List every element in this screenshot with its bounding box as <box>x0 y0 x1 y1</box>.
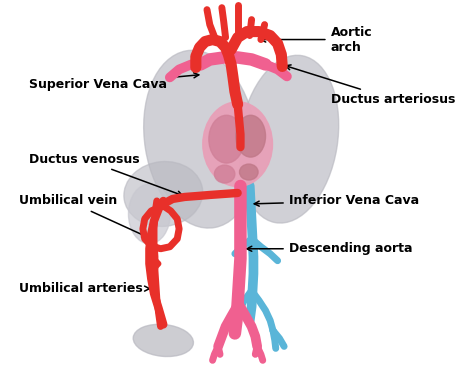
Text: Umbilical arteries: Umbilical arteries <box>19 282 150 295</box>
Ellipse shape <box>128 184 170 244</box>
Text: Descending aorta: Descending aorta <box>247 242 412 255</box>
Text: Ductus venosus: Ductus venosus <box>28 153 182 196</box>
Ellipse shape <box>214 165 235 183</box>
Ellipse shape <box>133 324 193 356</box>
Text: Ductus arteriosus: Ductus arteriosus <box>286 65 455 106</box>
Ellipse shape <box>124 162 203 227</box>
Text: Inferior Vena Cava: Inferior Vena Cava <box>254 194 419 207</box>
Text: Superior Vena Cava: Superior Vena Cava <box>28 73 199 91</box>
Ellipse shape <box>239 164 258 180</box>
Ellipse shape <box>203 102 273 186</box>
Text: Aortic
arch: Aortic arch <box>261 25 372 54</box>
Ellipse shape <box>144 50 257 228</box>
Ellipse shape <box>239 55 339 223</box>
Ellipse shape <box>236 115 265 157</box>
Text: Umbilical vein: Umbilical vein <box>19 194 147 237</box>
Ellipse shape <box>209 115 244 163</box>
